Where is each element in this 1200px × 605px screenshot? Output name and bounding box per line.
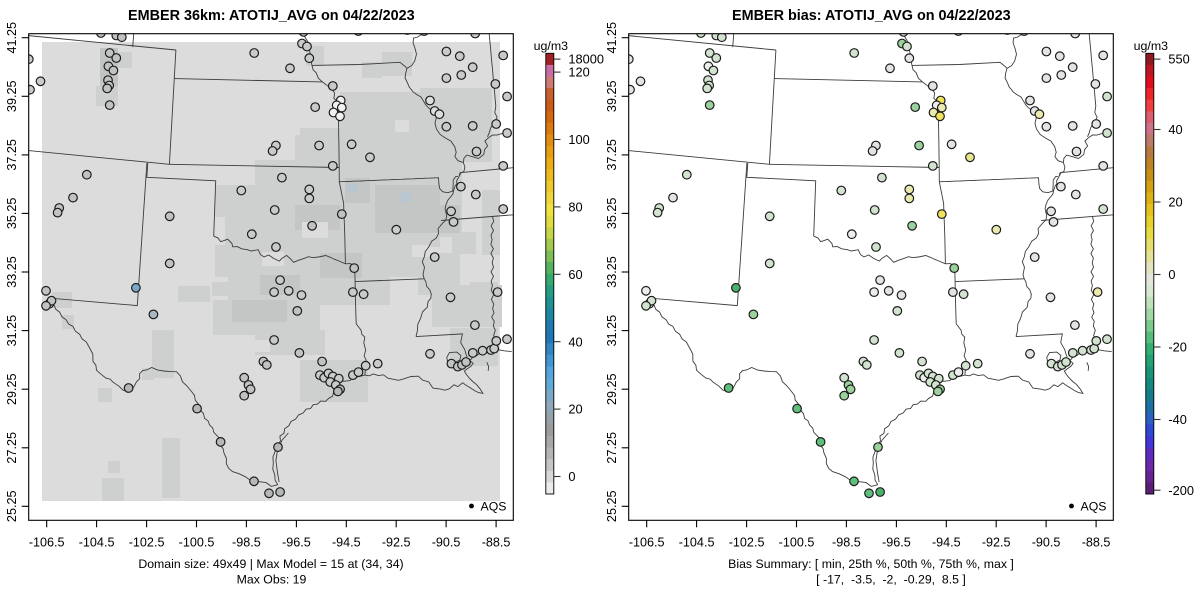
svg-text:0: 0 — [568, 469, 575, 484]
svg-text:-104.5: -104.5 — [79, 536, 115, 550]
svg-text:41.25: 41.25 — [605, 22, 619, 54]
svg-text:-40: -40 — [1168, 412, 1187, 427]
svg-text:-100.5: -100.5 — [779, 536, 815, 550]
svg-text:-92.5: -92.5 — [382, 536, 411, 550]
svg-text:Domain size: 49x49 | Max Model: Domain size: 49x49 | Max Model = 15 at (… — [138, 557, 403, 571]
svg-text:60: 60 — [568, 267, 582, 282]
svg-text:80: 80 — [568, 200, 582, 215]
svg-text:-100.5: -100.5 — [179, 536, 215, 550]
svg-text:-102.5: -102.5 — [729, 536, 765, 550]
svg-text:-98.5: -98.5 — [832, 536, 861, 550]
svg-text:41.25: 41.25 — [5, 22, 19, 54]
svg-text:550: 550 — [1168, 52, 1189, 67]
svg-text:Max Obs: 19: Max Obs: 19 — [237, 573, 307, 587]
svg-text:-88.5: -88.5 — [482, 536, 511, 550]
svg-text:-94.5: -94.5 — [332, 536, 361, 550]
svg-text:-200: -200 — [1168, 483, 1194, 498]
svg-text:27.25: 27.25 — [5, 432, 19, 464]
svg-text:EMBER bias: ATOTIJ_AVG on 04/2: EMBER bias: ATOTIJ_AVG on 04/22/2023 — [732, 8, 1011, 24]
svg-text:29.25: 29.25 — [5, 373, 19, 405]
svg-text:35.25: 35.25 — [605, 198, 619, 230]
svg-text:ug/m3: ug/m3 — [534, 39, 569, 53]
svg-text:33.25: 33.25 — [5, 256, 19, 288]
svg-text:0: 0 — [1168, 267, 1175, 282]
svg-text:33.25: 33.25 — [605, 256, 619, 288]
svg-text:31.25: 31.25 — [5, 315, 19, 347]
svg-text:-96.5: -96.5 — [882, 536, 911, 550]
svg-text:20: 20 — [568, 402, 582, 417]
svg-text:-90.5: -90.5 — [432, 536, 461, 550]
svg-text:37.25: 37.25 — [605, 139, 619, 171]
svg-text:AQS: AQS — [481, 500, 507, 514]
svg-text:18000: 18000 — [568, 52, 604, 67]
svg-text:20: 20 — [1168, 195, 1182, 210]
svg-text:35.25: 35.25 — [5, 198, 19, 230]
svg-text:-94.5: -94.5 — [932, 536, 961, 550]
svg-text:-102.5: -102.5 — [129, 536, 165, 550]
svg-text:-20: -20 — [1168, 340, 1187, 355]
svg-text:EMBER 36km: ATOTIJ_AVG on 04/2: EMBER 36km: ATOTIJ_AVG on 04/22/2023 — [128, 8, 415, 24]
svg-text:29.25: 29.25 — [605, 373, 619, 405]
svg-text:-88.5: -88.5 — [1082, 536, 1111, 550]
svg-text:-106.5: -106.5 — [629, 536, 665, 550]
svg-text:AQS: AQS — [1081, 500, 1107, 514]
svg-text:Bias Summary: [ min, 25th %, 5: Bias Summary: [ min, 25th %, 50th %, 75t… — [728, 557, 1014, 571]
svg-text:-104.5: -104.5 — [679, 536, 715, 550]
svg-text:25.25: 25.25 — [605, 491, 619, 523]
svg-text:39.25: 39.25 — [605, 81, 619, 113]
svg-text:-106.5: -106.5 — [29, 536, 65, 550]
svg-text:40: 40 — [568, 334, 582, 349]
svg-text:[ -17, -3.5, -2, -0.29, 8.: [ -17, -3.5, -2, -0.29, 8.5 ] — [816, 573, 966, 587]
svg-text:39.25: 39.25 — [5, 81, 19, 113]
svg-text:31.25: 31.25 — [605, 315, 619, 347]
svg-text:40: 40 — [1168, 122, 1182, 137]
svg-text:-90.5: -90.5 — [1032, 536, 1061, 550]
svg-text:ug/m3: ug/m3 — [1134, 39, 1169, 53]
svg-text:25.25: 25.25 — [5, 491, 19, 523]
svg-text:37.25: 37.25 — [5, 139, 19, 171]
svg-text:-96.5: -96.5 — [282, 536, 311, 550]
svg-text:120: 120 — [568, 65, 589, 80]
svg-text:-92.5: -92.5 — [982, 536, 1011, 550]
svg-text:100: 100 — [568, 132, 589, 147]
svg-text:-98.5: -98.5 — [232, 536, 261, 550]
svg-text:27.25: 27.25 — [605, 432, 619, 464]
